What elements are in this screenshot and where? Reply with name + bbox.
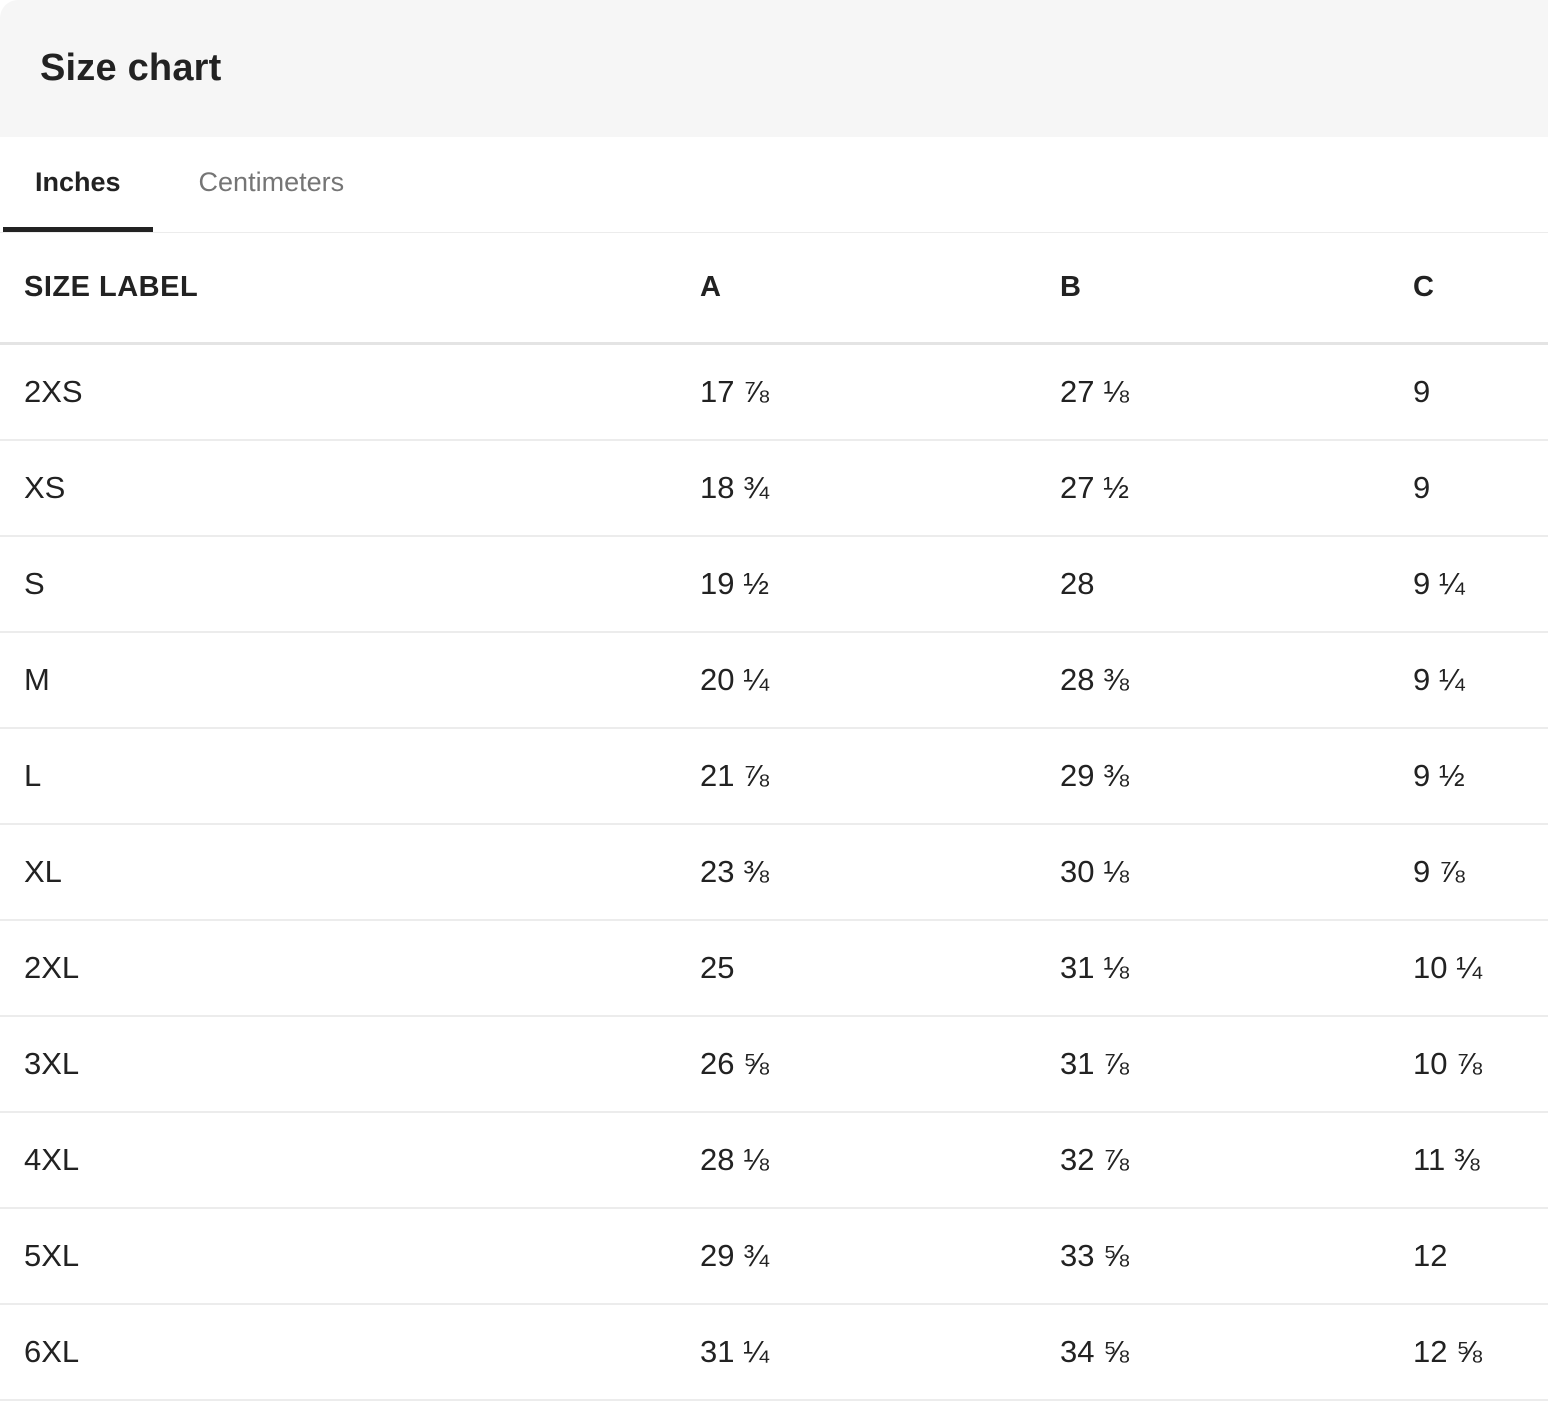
measurement-c-cell: 9 ½: [1413, 758, 1465, 793]
tab-centimeters-label: Centimeters: [198, 166, 345, 197]
measurement-a-cell: 20 ¼: [700, 662, 769, 697]
size-label-cell: 2XS: [24, 374, 83, 409]
measurement-c-cell: 12: [1413, 1238, 1448, 1273]
size-label-cell: XL: [24, 854, 62, 889]
page-title: Size chart: [40, 47, 222, 89]
measurement-a-cell: 17 ⅞: [700, 374, 769, 409]
table-row: XL 23 ⅜ 30 ⅛ 9 ⅞: [0, 825, 1548, 921]
tab-inches-label: Inches: [35, 166, 121, 197]
table-row: 6XL 31 ¼ 34 ⅝ 12 ⅝: [0, 1305, 1548, 1401]
measurement-c-cell: 9 ⅞: [1413, 854, 1465, 889]
measurement-a-cell: 21 ⅞: [700, 758, 769, 793]
measurement-b-cell: 33 ⅝: [1060, 1238, 1129, 1273]
measurement-c-cell: 9: [1413, 470, 1431, 505]
measurement-c-cell: 12 ⅝: [1413, 1334, 1482, 1369]
size-label-cell: L: [24, 758, 42, 793]
measurement-a-cell: 18 ¾: [700, 470, 769, 505]
measurement-b-cell: 27 ⅛: [1060, 374, 1129, 409]
size-label-cell: 4XL: [24, 1142, 80, 1177]
measurement-a-cell: 28 ⅛: [700, 1142, 769, 1177]
size-label-cell: 2XL: [24, 950, 80, 985]
measurement-b-cell: 30 ⅛: [1060, 854, 1129, 889]
measurement-c-cell: 9 ¼: [1413, 662, 1465, 697]
table-row: 5XL 29 ¾ 33 ⅝ 12: [0, 1209, 1548, 1305]
measurement-b-cell: 29 ⅜: [1060, 758, 1129, 793]
tab-inches[interactable]: Inches: [3, 137, 153, 232]
column-header-a: A: [700, 271, 722, 303]
measurement-c-cell: 9: [1413, 374, 1431, 409]
measurement-a-cell: 19 ½: [700, 566, 769, 601]
tab-centimeters[interactable]: Centimeters: [167, 137, 377, 232]
column-header-b: B: [1060, 271, 1082, 303]
measurement-b-cell: 28 ⅜: [1060, 662, 1129, 697]
column-header-size-label: SIZE LABEL: [24, 271, 199, 303]
table-body: 2XS 17 ⅞ 27 ⅛ 9 XS 18 ¾ 27 ½ 9 S 19 ½ 28 9 ¼ M 20 ¼ 28…: [0, 345, 1548, 1401]
table-row: 4XL 28 ⅛ 32 ⅞ 11 ⅜: [0, 1113, 1548, 1209]
size-label-cell: 6XL: [24, 1334, 80, 1369]
size-label-cell: XS: [24, 470, 66, 505]
measurement-b-cell: 28: [1060, 566, 1095, 601]
measurement-b-cell: 34 ⅝: [1060, 1334, 1129, 1369]
table-row: 3XL 26 ⅝ 31 ⅞ 10 ⅞: [0, 1017, 1548, 1113]
size-table-header-row: SIZE LABEL A B C: [0, 233, 1548, 345]
column-header-c: C: [1413, 271, 1435, 303]
measurement-c-cell: 9 ¼: [1413, 566, 1465, 601]
measurement-b-cell: 27 ½: [1060, 470, 1129, 505]
measurement-a-cell: 25: [700, 950, 735, 985]
measurement-a-cell: 23 ⅜: [700, 854, 769, 889]
table-row: M 20 ¼ 28 ⅜ 9 ¼: [0, 633, 1548, 729]
measurement-c-cell: 10 ⅞: [1413, 1046, 1482, 1081]
measurement-a-cell: 31 ¼: [700, 1334, 769, 1369]
size-label-cell: 3XL: [24, 1046, 80, 1081]
table-row: 2XS 17 ⅞ 27 ⅛ 9: [0, 345, 1548, 441]
size-chart-header: Size chart: [0, 0, 1548, 137]
size-label-cell: S: [24, 566, 45, 601]
table-row: L 21 ⅞ 29 ⅜ 9 ½: [0, 729, 1548, 825]
measurement-c-cell: 11 ⅜: [1413, 1142, 1480, 1177]
measurement-a-cell: 26 ⅝: [700, 1046, 769, 1081]
table-row: S 19 ½ 28 9 ¼: [0, 537, 1548, 633]
measurement-b-cell: 32 ⅞: [1060, 1142, 1129, 1177]
measurement-b-cell: 31 ⅛: [1060, 950, 1129, 985]
size-table: SIZE LABEL A B C 2XS 17 ⅞ 27 ⅛ 9 XS 18 ¾ 27 ½ 9…: [0, 233, 1548, 1401]
measurement-a-cell: 29 ¾: [700, 1238, 769, 1273]
table-row: XS 18 ¾ 27 ½ 9: [0, 441, 1548, 537]
size-label-cell: M: [24, 662, 50, 697]
size-label-cell: 5XL: [24, 1238, 80, 1273]
measurement-c-cell: 10 ¼: [1413, 950, 1482, 985]
measurement-b-cell: 31 ⅞: [1060, 1046, 1129, 1081]
table-row: 2XL 25 31 ⅛ 10 ¼: [0, 921, 1548, 1017]
unit-tabbar: Inches Centimeters: [0, 137, 1548, 233]
